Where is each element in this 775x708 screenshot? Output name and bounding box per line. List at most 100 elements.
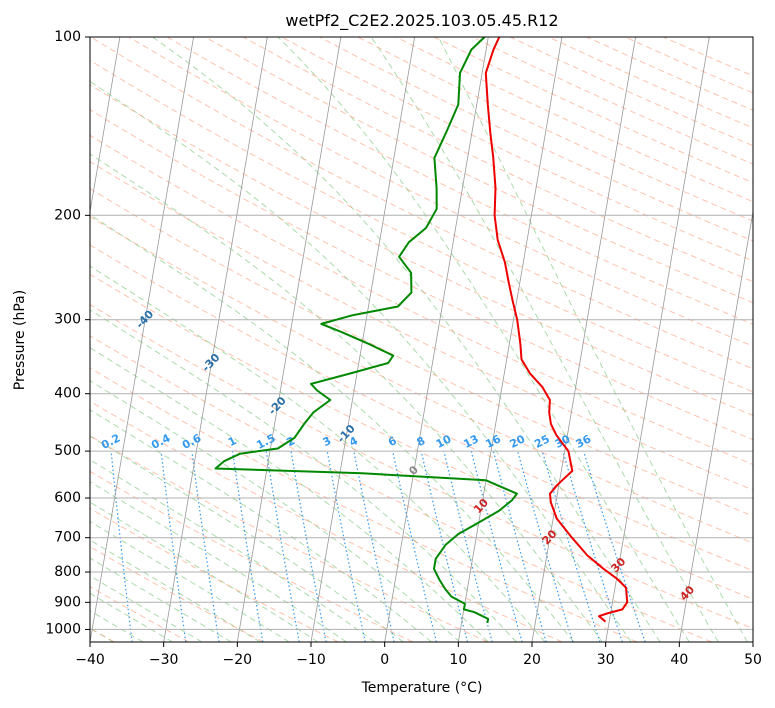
mixing-ratio-line bbox=[492, 450, 547, 642]
dry-adiabat bbox=[90, 215, 753, 544]
dry-adiabat bbox=[357, 37, 753, 222]
x-axis-ticks: −40 −30 −20 −10 0 10 20 30 40 50 bbox=[75, 642, 762, 668]
moist-adiabat bbox=[90, 309, 517, 642]
mixing-ratio-line bbox=[290, 450, 327, 642]
isotherm bbox=[90, 37, 121, 214]
dry-adiabat bbox=[662, 37, 753, 77]
isotherm-label: 20 bbox=[540, 527, 560, 547]
dry-adiabat bbox=[90, 304, 753, 630]
y-tick-label: 400 bbox=[54, 386, 81, 402]
isotherm bbox=[163, 37, 268, 642]
isotherm bbox=[531, 37, 636, 642]
mixing-ratio-label: 13 bbox=[461, 432, 481, 451]
isotherm bbox=[310, 37, 415, 642]
dewpoint-profile-line bbox=[214, 37, 518, 624]
dry-adiabat bbox=[90, 37, 753, 370]
mixing-ratio-line bbox=[562, 450, 623, 642]
moist-adiabat bbox=[90, 539, 261, 642]
chart-title: wetPf2_C2E2.2025.103.05.45.R12 bbox=[285, 11, 558, 31]
isotherm-label: -60 bbox=[0, 225, 23, 249]
isotherm bbox=[90, 37, 194, 642]
mixing-ratio-line bbox=[160, 451, 187, 642]
y-tick-label: 300 bbox=[54, 312, 81, 328]
mixing-ratio-label: 0.4 bbox=[149, 431, 173, 452]
dry-adiabat bbox=[281, 37, 753, 262]
mixing-ratio-line bbox=[541, 450, 601, 642]
isotherm bbox=[605, 37, 710, 642]
moist-adiabat bbox=[90, 520, 290, 642]
y-axis-label: Pressure (hPa) bbox=[12, 290, 28, 390]
dry-adiabat bbox=[395, 37, 753, 203]
x-tick-label: 50 bbox=[744, 652, 762, 668]
dry-adiabat bbox=[90, 188, 753, 517]
moist-adiabat bbox=[90, 575, 203, 642]
dry-adiabat bbox=[90, 546, 264, 642]
dry-adiabat bbox=[586, 37, 753, 111]
mixing-ratio-line bbox=[110, 451, 133, 642]
moist-adiabat bbox=[277, 37, 690, 642]
moist-adiabat bbox=[90, 459, 376, 642]
moist-adiabat bbox=[90, 380, 461, 642]
moist-adiabat bbox=[90, 265, 546, 642]
dry-adiabat bbox=[90, 507, 339, 642]
mixing-ratio-line bbox=[517, 450, 574, 642]
moist-adiabat bbox=[370, 37, 719, 642]
moist-adiabat bbox=[90, 153, 603, 642]
isotherm-label: 10 bbox=[471, 496, 491, 516]
mixing-ratio-label: 3 bbox=[321, 434, 334, 449]
mixing-ratio-label: 1 bbox=[226, 434, 239, 449]
moist-adiabat bbox=[90, 80, 632, 642]
dry-adiabat bbox=[90, 367, 638, 642]
isotherm bbox=[752, 639, 753, 642]
mixing-ratio-label: 25 bbox=[532, 432, 552, 451]
dry-adiabat bbox=[90, 586, 190, 642]
y-axis-ticks: 100 200 300 400 500 600 700 800 900 1000 bbox=[45, 29, 90, 637]
dry-adiabat bbox=[90, 273, 753, 600]
mixing-ratio-label: 0.2 bbox=[99, 431, 122, 451]
moist-adiabat bbox=[90, 557, 232, 642]
x-axis-label: Temperature (°C) bbox=[361, 680, 483, 696]
dry-adiabat bbox=[624, 37, 753, 94]
mixing-ratio-line bbox=[231, 451, 264, 642]
x-tick-label: −20 bbox=[223, 652, 253, 668]
isotherm bbox=[457, 37, 563, 642]
y-tick-label: 600 bbox=[54, 490, 81, 506]
dry-adiabat bbox=[90, 109, 753, 441]
isotherm bbox=[384, 37, 489, 642]
isotherm-label: -50 bbox=[67, 267, 90, 291]
pressure-gridlines bbox=[90, 37, 753, 630]
plot-frame bbox=[89, 36, 754, 643]
mixing-ratio-label: 8 bbox=[415, 434, 428, 449]
x-tick-label: 20 bbox=[523, 652, 541, 668]
mixing-ratio-label: 6 bbox=[386, 434, 399, 449]
y-tick-label: 900 bbox=[54, 594, 81, 610]
mixing-ratio-label: 16 bbox=[483, 432, 503, 451]
x-tick-label: 40 bbox=[670, 652, 688, 668]
mixing-ratio-line bbox=[326, 450, 366, 642]
isotherms bbox=[90, 37, 753, 642]
dry-adiabat bbox=[166, 37, 753, 325]
dry-adiabat bbox=[90, 161, 753, 491]
dry-adiabats bbox=[90, 37, 753, 642]
mixing-ratio-line bbox=[470, 450, 523, 642]
dry-adiabat bbox=[90, 335, 712, 642]
isotherm bbox=[236, 37, 342, 642]
dry-adiabat bbox=[90, 244, 753, 572]
dry-adiabat bbox=[471, 37, 753, 165]
moist-adiabat bbox=[90, 592, 173, 642]
temperature-profile-line bbox=[484, 37, 629, 623]
moist-adiabat bbox=[90, 435, 404, 642]
y-tick-label: 200 bbox=[54, 207, 81, 223]
x-tick-label: −30 bbox=[149, 652, 179, 668]
moist-adiabat bbox=[437, 37, 748, 642]
mixing-ratio-label: 20 bbox=[508, 432, 528, 451]
dry-adiabat bbox=[128, 37, 753, 347]
dry-adiabat bbox=[90, 59, 753, 393]
dry-adiabat bbox=[90, 134, 753, 466]
y-tick-label: 700 bbox=[54, 530, 81, 546]
mixing-ratio-line bbox=[64, 451, 82, 642]
x-tick-label: −10 bbox=[296, 652, 326, 668]
moist-adiabat bbox=[90, 214, 574, 642]
moist-adiabat bbox=[90, 481, 347, 642]
